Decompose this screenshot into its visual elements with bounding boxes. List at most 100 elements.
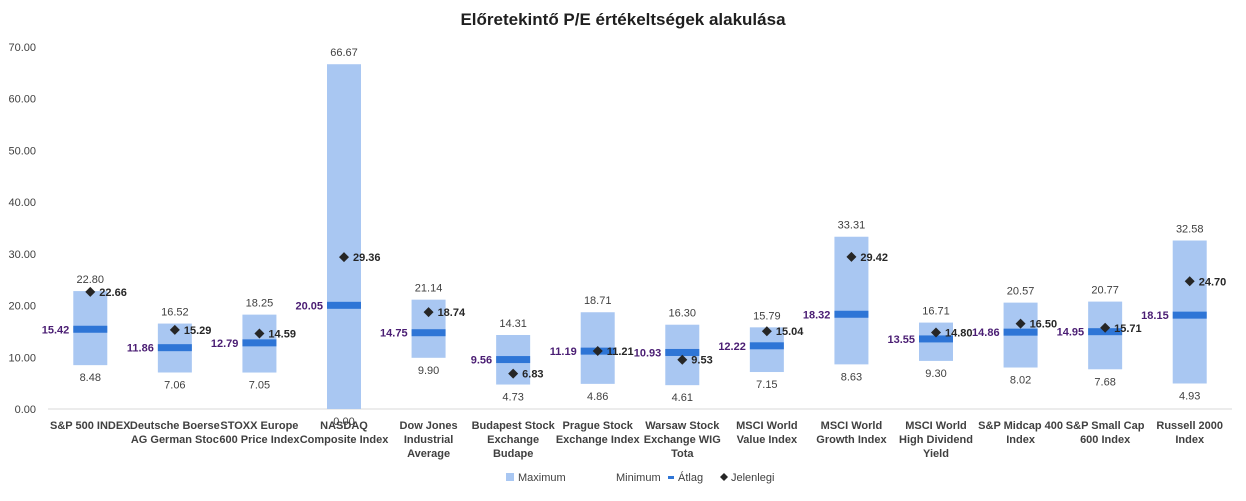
average-label: 12.22 — [718, 341, 746, 353]
max-label: 21.14 — [415, 283, 443, 295]
category-label: MSCI World — [905, 420, 967, 432]
category-label: STOXX Europe — [220, 420, 298, 432]
current-marker — [1015, 318, 1026, 329]
current-marker — [592, 346, 603, 357]
current-label: 29.42 — [860, 252, 888, 264]
category-label: Russell 2000 — [1156, 420, 1223, 432]
category-label: Growth Index — [816, 434, 887, 446]
average-mark — [157, 344, 192, 352]
category-label: Warsaw Stock — [645, 420, 720, 432]
y-tick-label: 0.00 — [15, 404, 36, 416]
category-label: Exchange — [487, 434, 539, 446]
current-marker — [85, 286, 96, 297]
current-label: 9.53 — [691, 355, 712, 367]
current-label: 24.70 — [1199, 276, 1227, 288]
current-marker — [1100, 322, 1111, 333]
y-tick-label: 10.00 — [8, 352, 36, 364]
min-label: 4.93 — [1179, 391, 1200, 403]
average-mark — [242, 339, 277, 347]
current-label: 15.04 — [776, 326, 804, 338]
average-mark — [1003, 328, 1038, 336]
current-marker — [169, 324, 180, 335]
max-label: 16.30 — [669, 308, 697, 320]
average-label: 12.79 — [211, 338, 239, 350]
category-label: Dow Jones — [400, 420, 458, 432]
category-label: Industrial — [404, 434, 454, 446]
min-label: 8.02 — [1010, 375, 1031, 387]
category-label: Average — [407, 448, 450, 460]
category-label: S&P Midcap 400 — [978, 420, 1063, 432]
average-mark — [665, 348, 700, 356]
current-label: 14.80 — [945, 327, 973, 339]
average-label: 14.75 — [380, 328, 408, 340]
current-label: 15.29 — [184, 325, 212, 337]
current-marker — [677, 354, 688, 365]
min-label: 7.05 — [249, 380, 270, 392]
current-marker — [931, 327, 941, 338]
max-label: 16.52 — [161, 307, 189, 319]
min-label: 7.06 — [164, 379, 185, 391]
current-label: 18.74 — [438, 307, 466, 319]
category-label: Budape — [493, 448, 533, 460]
min-label: 9.90 — [418, 365, 439, 377]
average-label: 18.32 — [803, 309, 831, 321]
current-label: 14.59 — [268, 329, 296, 341]
average-label: 11.19 — [550, 346, 577, 358]
current-marker — [339, 252, 349, 263]
current-marker — [1184, 276, 1195, 287]
average-mark — [919, 335, 953, 343]
max-label: 18.25 — [246, 298, 274, 310]
current-marker — [508, 368, 519, 379]
average-mark — [327, 301, 361, 309]
average-label: 20.05 — [295, 300, 323, 312]
min-label: 8.63 — [841, 371, 862, 383]
current-label: 15.71 — [1114, 323, 1142, 335]
y-tick-label: 30.00 — [8, 249, 36, 261]
average-mark — [1172, 311, 1207, 319]
legend-swatch-current — [720, 473, 728, 481]
max-label: 33.31 — [838, 220, 866, 232]
category-label: Index — [1175, 434, 1205, 446]
category-label: Exchange Index — [556, 434, 641, 446]
current-marker — [761, 326, 772, 337]
min-label: 7.68 — [1094, 376, 1115, 388]
average-mark — [496, 356, 531, 364]
category-label: MSCI World — [736, 420, 798, 432]
current-marker — [254, 328, 265, 339]
average-mark — [73, 325, 108, 333]
average-label: 14.86 — [972, 327, 1000, 339]
average-label: 9.56 — [471, 355, 492, 367]
min-label: 4.86 — [587, 391, 608, 403]
legend-label-minimum: Minimum — [616, 472, 661, 484]
current-label: 29.36 — [353, 252, 381, 264]
max-label: 22.80 — [77, 274, 105, 286]
y-tick-label: 40.00 — [8, 197, 36, 209]
current-label: 22.66 — [99, 287, 127, 299]
chart-title: Előretekintő P/E értékeltségek alakulása — [460, 10, 786, 29]
min-label: 8.48 — [80, 372, 101, 384]
min-label: 4.61 — [672, 392, 693, 404]
category-label: High Dividend — [899, 434, 973, 446]
category-label: AG German Stoc — [131, 434, 219, 446]
max-label: 66.67 — [330, 47, 358, 59]
category-label: Prague Stock — [563, 420, 634, 432]
category-label: Composite Index — [300, 434, 390, 446]
category-label: Value Index — [737, 434, 798, 446]
category-label: 600 Index — [1080, 434, 1131, 446]
category-label: MSCI World — [821, 420, 883, 432]
max-label: 20.57 — [1007, 286, 1035, 298]
legend-label-maximum: Maximum — [518, 472, 566, 484]
min-label: 4.73 — [502, 392, 523, 404]
legend-label-average: Átlag — [678, 471, 703, 484]
range-bar — [1088, 301, 1123, 370]
category-label: Index — [1006, 434, 1036, 446]
current-marker — [846, 251, 857, 262]
y-tick-label: 70.00 — [8, 42, 36, 54]
category-label: Exchange WIG — [644, 434, 721, 446]
max-label: 16.71 — [922, 306, 950, 318]
average-label: 11.86 — [127, 343, 154, 355]
legend-label-current: Jelenlegi — [731, 472, 774, 484]
category-label: 600 Price Index — [219, 434, 300, 446]
y-tick-label: 60.00 — [8, 94, 36, 106]
